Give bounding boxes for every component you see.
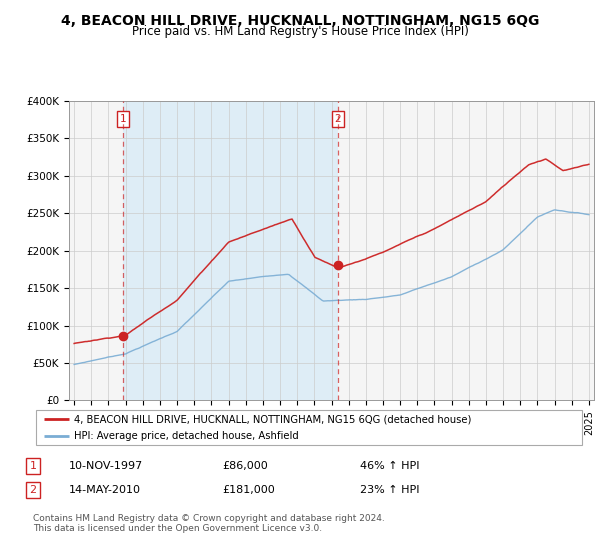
Text: Contains HM Land Registry data © Crown copyright and database right 2024.
This d: Contains HM Land Registry data © Crown c… [33, 514, 385, 534]
Text: 1: 1 [120, 114, 127, 124]
Text: £181,000: £181,000 [222, 485, 275, 495]
Text: £86,000: £86,000 [222, 461, 268, 471]
Text: 10-NOV-1997: 10-NOV-1997 [69, 461, 143, 471]
Text: 1: 1 [29, 461, 37, 471]
Bar [123, 101, 338, 400]
Text: 4, BEACON HILL DRIVE, HUCKNALL, NOTTINGHAM, NG15 6QG (detached house): 4, BEACON HILL DRIVE, HUCKNALL, NOTTINGH… [74, 414, 472, 424]
FancyBboxPatch shape [36, 410, 582, 445]
Text: 2: 2 [29, 485, 37, 495]
Text: 23% ↑ HPI: 23% ↑ HPI [360, 485, 419, 495]
Text: 2: 2 [335, 114, 341, 124]
Text: HPI: Average price, detached house, Ashfield: HPI: Average price, detached house, Ashf… [74, 431, 299, 441]
Text: 14-MAY-2010: 14-MAY-2010 [69, 485, 141, 495]
Text: 4, BEACON HILL DRIVE, HUCKNALL, NOTTINGHAM, NG15 6QG: 4, BEACON HILL DRIVE, HUCKNALL, NOTTINGH… [61, 14, 539, 28]
Text: 46% ↑ HPI: 46% ↑ HPI [360, 461, 419, 471]
Text: Price paid vs. HM Land Registry's House Price Index (HPI): Price paid vs. HM Land Registry's House … [131, 25, 469, 38]
